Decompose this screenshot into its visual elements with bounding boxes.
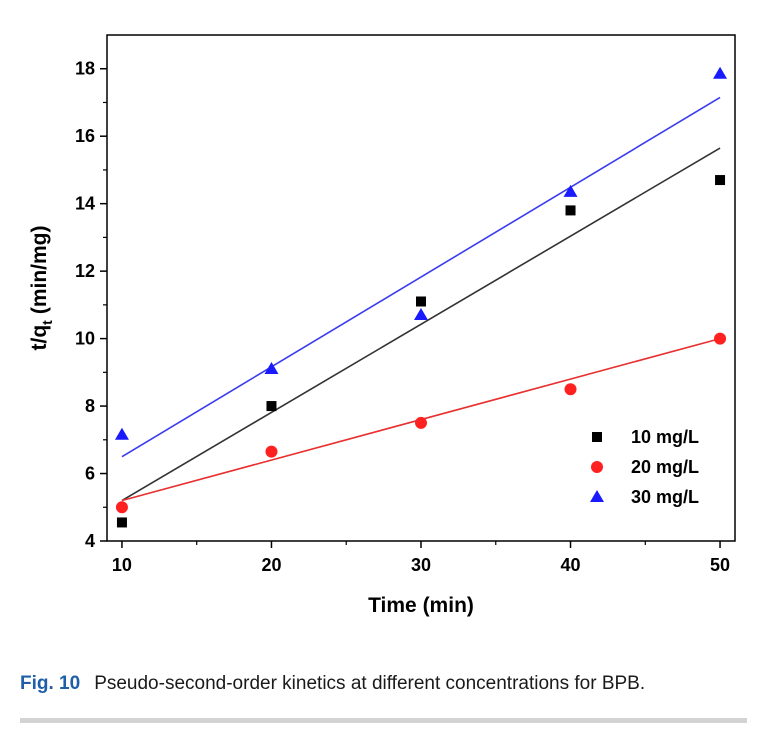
data-point-series-2 — [714, 332, 727, 345]
legend-label-series-2: 20 mg/L — [631, 457, 699, 477]
legend-marker-series-1 — [592, 432, 602, 442]
caption-divider — [20, 718, 747, 723]
figure-label: Fig. 10 — [20, 673, 81, 694]
y-axis-title-main: t/q — [28, 325, 51, 351]
data-point-series-3 — [713, 66, 728, 79]
data-point-series-3 — [414, 307, 428, 320]
figure-caption-text: Pseudo-second-order kinetics at differen… — [94, 673, 646, 694]
kinetics-chart: 10 20 30 40 50 4 6 8 10 12 14 16 18 10 mg/L 20 mg/L 30 … — [28, 34, 736, 617]
y-tick-label-16: 16 — [75, 126, 95, 146]
data-point-series-1 — [116, 517, 127, 528]
y-tick-label-10: 10 — [75, 329, 95, 349]
data-point-series-1 — [565, 205, 576, 216]
data-point-series-1 — [266, 401, 277, 412]
legend-marker-series-2 — [591, 461, 603, 473]
data-point-series-3 — [114, 427, 129, 440]
data-point-series-2 — [564, 383, 577, 396]
fit-line-series-3 — [121, 96, 721, 458]
legend-marker-series-3 — [590, 490, 604, 502]
data-point-series-2 — [265, 445, 278, 458]
y-tick-label-8: 8 — [85, 396, 95, 416]
x-tick-label-20: 20 — [261, 555, 281, 575]
y-tick-label-18: 18 — [75, 59, 95, 79]
x-tick-label-40: 40 — [561, 555, 581, 575]
data-point-series-2 — [415, 416, 427, 429]
y-axis-title-subscript: t — [39, 320, 55, 325]
data-point-series-2 — [115, 501, 128, 514]
data-point-series-1 — [416, 296, 426, 307]
x-tick-label-30: 30 — [411, 555, 431, 575]
y-tick-label-6: 6 — [85, 464, 95, 484]
x-tick-label-50: 50 — [710, 555, 730, 575]
y-tick-label-14: 14 — [75, 194, 95, 214]
legend-label-series-3: 30 mg/L — [631, 487, 699, 507]
figure-caption: Fig. 10 Pseudo-second-order kinetics at d… — [20, 673, 760, 695]
y-tick-label-12: 12 — [75, 261, 95, 281]
legend-label-series-1: 10 mg/L — [631, 427, 699, 447]
x-axis-title: Time (min) — [368, 594, 474, 617]
y-axis-title-units: (min/mg) — [28, 226, 51, 315]
x-tick-label-10: 10 — [112, 555, 132, 575]
y-tick-label-4: 4 — [85, 531, 95, 551]
data-point-series-1 — [715, 175, 726, 186]
data-point-series-3 — [563, 184, 578, 197]
data-point-series-3 — [264, 361, 279, 374]
y-axis-title: t/qt (min/mg) — [28, 226, 55, 351]
fit-line-series-1 — [121, 147, 721, 502]
